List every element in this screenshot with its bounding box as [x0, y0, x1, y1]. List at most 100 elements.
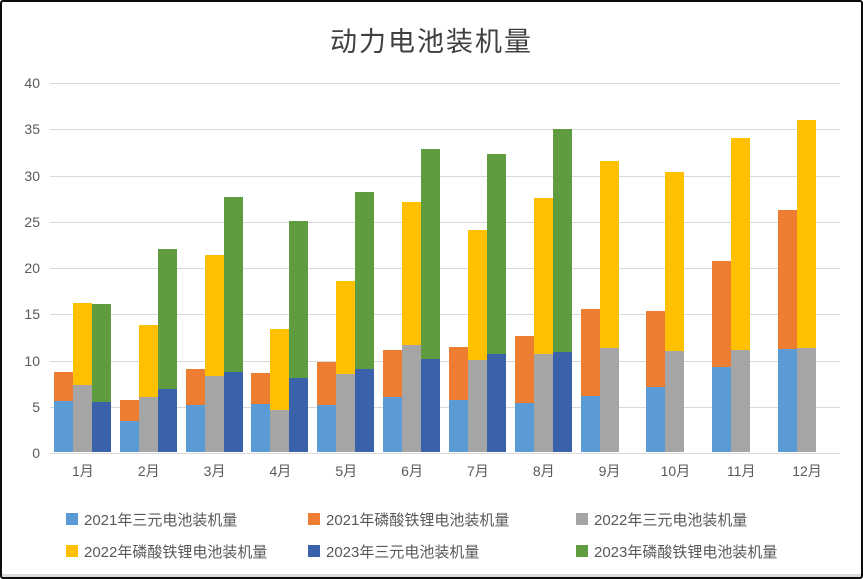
bar-segment-series-0[interactable] — [317, 404, 337, 452]
legend-item-series-4[interactable]: 2023年三元电池装机量 — [308, 542, 479, 561]
category-slot-2月 — [116, 83, 182, 453]
y-axis-tick-label: 35 — [24, 121, 40, 138]
bar-segment-series-1[interactable] — [778, 209, 798, 350]
bar-segment-series-0[interactable] — [514, 402, 534, 452]
bar-stack-2023 — [92, 304, 111, 452]
bar-segment-series-5[interactable] — [289, 220, 309, 378]
bar-segment-series-3[interactable] — [402, 202, 422, 345]
bar-segment-series-0[interactable] — [448, 400, 468, 452]
legend-item-series-2[interactable]: 2022年三元电池装机量 — [576, 510, 747, 529]
bar-segment-series-5[interactable] — [421, 148, 441, 359]
bar-segment-series-3[interactable] — [467, 230, 487, 361]
gridline — [50, 360, 840, 362]
category-slot-12月 — [774, 83, 840, 453]
bar-segment-series-1[interactable] — [383, 350, 403, 398]
bar-stack-2022 — [336, 280, 356, 452]
bar-segment-series-3[interactable] — [270, 328, 290, 411]
bar-segment-series-4[interactable] — [486, 353, 506, 452]
bar-segment-series-4[interactable] — [355, 368, 375, 452]
bar-stack-2022 — [467, 230, 487, 452]
bar-segment-series-0[interactable] — [383, 397, 403, 452]
bar-segment-series-5[interactable] — [552, 129, 572, 353]
bar-segment-series-4[interactable] — [157, 389, 177, 452]
x-axis-category-label: 12月 — [792, 463, 822, 479]
bar-stack-2021 — [514, 336, 534, 452]
bar-segment-series-1[interactable] — [185, 368, 205, 405]
bar-segment-series-4[interactable] — [421, 358, 441, 452]
bar-segment-series-3[interactable] — [73, 303, 92, 386]
x-axis-category-label: 5月 — [335, 463, 358, 479]
x-axis-category-label: 3月 — [203, 463, 226, 479]
bar-segment-series-1[interactable] — [580, 308, 600, 396]
bar-stack-2022 — [402, 202, 422, 452]
bar-segment-series-2[interactable] — [467, 360, 487, 452]
bar-stack-2023 — [355, 192, 375, 452]
bar-segment-series-2[interactable] — [665, 351, 685, 452]
bar-segment-series-2[interactable] — [797, 348, 817, 452]
bar-segment-series-0[interactable] — [580, 395, 600, 452]
bar-stack-2021 — [580, 308, 600, 452]
bar-segment-series-4[interactable] — [289, 378, 309, 452]
bar-segment-series-0[interactable] — [185, 404, 205, 452]
legend-swatch-icon — [308, 513, 320, 525]
bar-stack-2021 — [185, 368, 205, 452]
bar-segment-series-1[interactable] — [251, 373, 271, 404]
bar-segment-series-0[interactable] — [646, 387, 666, 452]
bar-segment-series-3[interactable] — [731, 137, 751, 351]
bar-segment-series-0[interactable] — [119, 420, 139, 452]
bar-segment-series-1[interactable] — [712, 261, 732, 367]
bar-stack-2022 — [73, 303, 92, 452]
legend-swatch-icon — [576, 545, 588, 557]
bar-segment-series-0[interactable] — [712, 366, 732, 452]
bar-segment-series-2[interactable] — [204, 376, 224, 452]
bar-segment-series-4[interactable] — [223, 372, 243, 452]
bar-stack-2021 — [251, 373, 271, 452]
bar-segment-series-3[interactable] — [204, 254, 224, 377]
bar-segment-series-5[interactable] — [486, 154, 506, 354]
legend-item-series-5[interactable]: 2023年磷酸铁锂电池装机量 — [576, 542, 777, 561]
bar-segment-series-2[interactable] — [599, 348, 619, 452]
bar-segment-series-3[interactable] — [599, 160, 619, 349]
bar-segment-series-2[interactable] — [270, 410, 290, 452]
bar-segment-series-1[interactable] — [54, 371, 73, 402]
category-slot-9月 — [577, 83, 643, 453]
bar-segment-series-1[interactable] — [514, 336, 534, 403]
bar-stack-2021 — [317, 362, 337, 452]
bar-segment-series-0[interactable] — [251, 403, 271, 452]
bar-segment-series-2[interactable] — [73, 385, 92, 452]
bar-segment-series-2[interactable] — [336, 374, 356, 452]
bar-stack-2022 — [665, 171, 685, 452]
bar-segment-series-5[interactable] — [92, 304, 111, 403]
bar-segment-series-5[interactable] — [355, 192, 375, 369]
bar-segment-series-3[interactable] — [533, 197, 553, 354]
bar-stack-2022 — [797, 119, 817, 452]
gridline — [50, 221, 840, 223]
bar-segment-series-2[interactable] — [533, 353, 553, 452]
bar-segment-series-2[interactable] — [731, 350, 751, 452]
legend-swatch-icon — [66, 513, 78, 525]
bar-segment-series-3[interactable] — [138, 325, 158, 397]
legend-item-series-1[interactable]: 2021年磷酸铁锂电池装机量 — [308, 510, 509, 529]
bar-segment-series-0[interactable] — [778, 349, 798, 452]
legend-item-series-3[interactable]: 2022年磷酸铁锂电池装机量 — [66, 542, 267, 561]
bar-segment-series-1[interactable] — [448, 347, 468, 401]
bar-segment-series-3[interactable] — [665, 171, 685, 352]
bar-segment-series-4[interactable] — [552, 352, 572, 452]
bar-segment-series-4[interactable] — [92, 402, 111, 452]
bar-segment-series-5[interactable] — [223, 196, 243, 373]
legend-item-series-0[interactable]: 2021年三元电池装机量 — [66, 510, 237, 529]
bar-segment-series-2[interactable] — [138, 396, 158, 452]
bar-segment-series-1[interactable] — [317, 362, 337, 405]
y-axis-tick-label: 5 — [32, 398, 40, 415]
bar-stack-2022 — [731, 137, 751, 452]
bar-segment-series-0[interactable] — [54, 401, 73, 452]
bar-segment-series-3[interactable] — [336, 280, 356, 375]
x-axis-category-label: 4月 — [269, 463, 292, 479]
bar-segment-series-1[interactable] — [119, 400, 139, 421]
bar-segment-series-1[interactable] — [646, 311, 666, 388]
bar-stack-2021 — [448, 347, 468, 452]
bar-segment-series-2[interactable] — [402, 344, 422, 452]
category-slot-6月 — [379, 83, 445, 453]
bar-segment-series-3[interactable] — [797, 119, 817, 349]
bar-segment-series-5[interactable] — [157, 248, 177, 390]
